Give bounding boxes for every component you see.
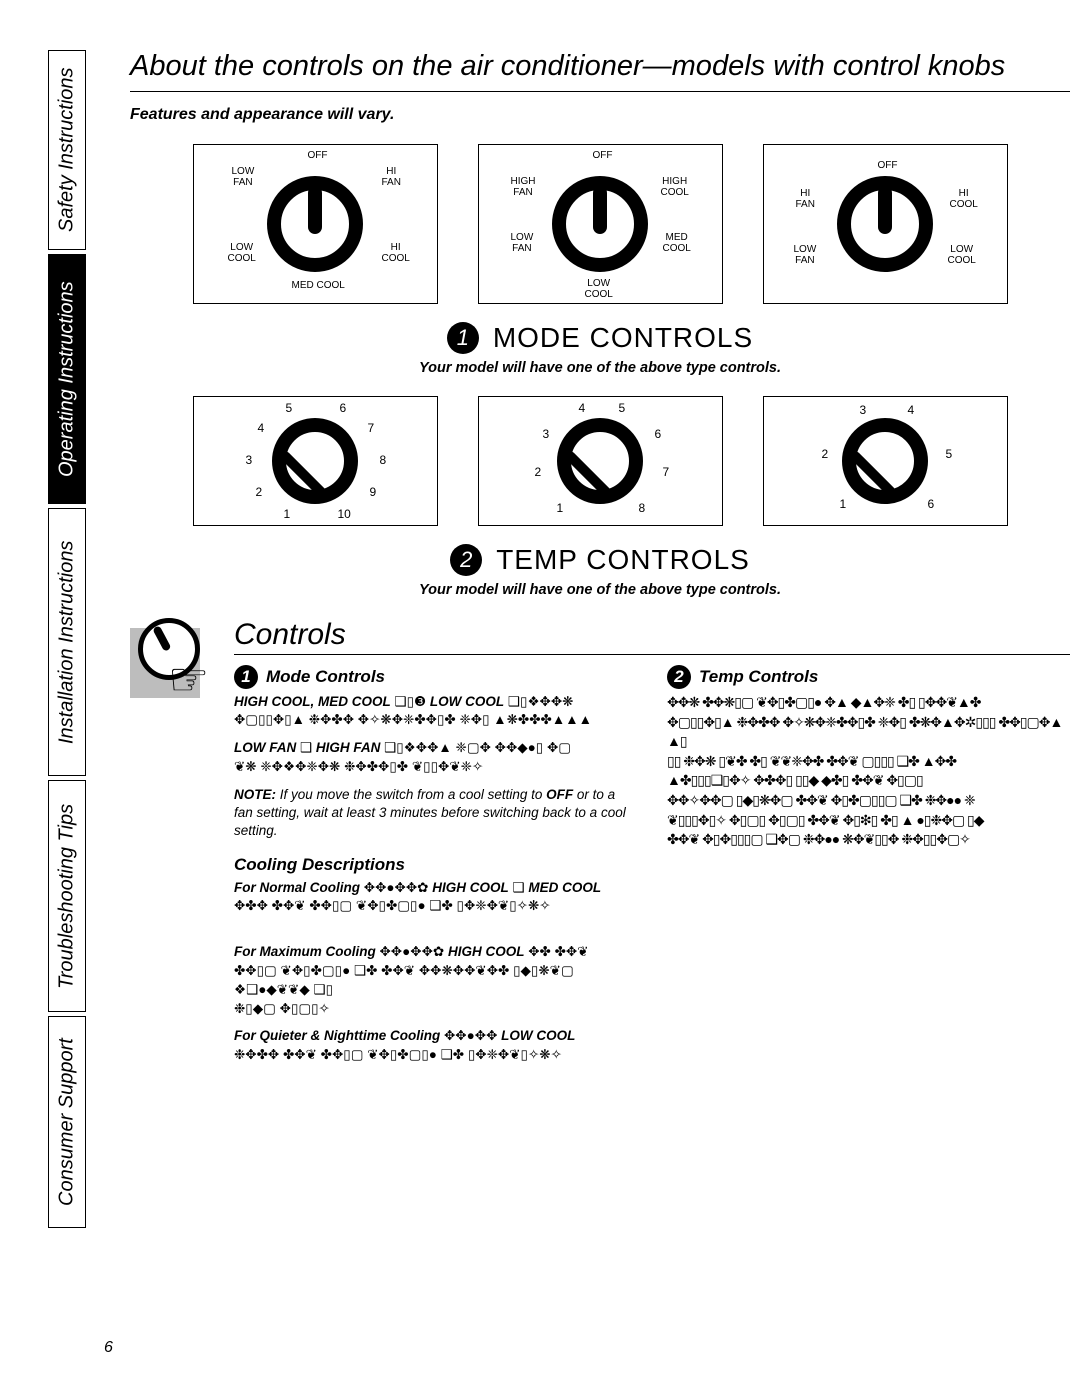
temp-number: 2 bbox=[535, 465, 542, 479]
temp-number: 3 bbox=[543, 427, 550, 441]
sidebar-tab-1[interactable]: Operating Instructions bbox=[48, 254, 86, 504]
mode-knob-row: OFFLOW FANHI FANLOW COOLHI COOLMED COOLO… bbox=[130, 144, 1070, 304]
cooling-head: Cooling Descriptions bbox=[234, 855, 637, 875]
col-temp: 2 Temp Controls ✥✥❋ ✤✥❋▯▢ ❦✥▯✤▢▯● ✥▲ ◆▲✥… bbox=[667, 665, 1070, 1073]
page-number: 6 bbox=[104, 1339, 113, 1357]
temp-knob-2[interactable]: 3 4 2 5 1 6 bbox=[763, 396, 1008, 526]
title-rule bbox=[130, 91, 1070, 92]
col1-badge: 1 bbox=[234, 665, 258, 689]
knob-label: MED COOL bbox=[663, 233, 691, 254]
desc-quiet: For Quieter & Nighttime Cooling ✥✥●✥✥ LO… bbox=[234, 1027, 637, 1065]
temp-number: 10 bbox=[338, 507, 351, 521]
knob-label: HI COOL bbox=[950, 189, 978, 210]
page-title: About the controls on the air conditione… bbox=[130, 50, 1070, 83]
sidebar-tab-3[interactable]: Troubleshooting Tips bbox=[48, 780, 86, 1012]
hand-icon: ☞ bbox=[168, 656, 209, 702]
knob-label: LOW FAN bbox=[232, 167, 255, 188]
temp-knob-0[interactable]: 5 6 4 7 3 8 2 9 1 10 bbox=[193, 396, 438, 526]
knob-label: HI FAN bbox=[382, 167, 401, 188]
temp-knob-row: 5 6 4 7 3 8 2 9 1 10 4 5 3 6 2 7 1 8 3 4 2 5 1 6 bbox=[130, 396, 1070, 526]
knob-label: LOW COOL bbox=[228, 243, 256, 264]
knob-label: HI COOL bbox=[382, 243, 410, 264]
col-mode: 1 Mode Controls HIGH COOL, MED COOL ❑▯❸ … bbox=[234, 665, 637, 1073]
mode-knob-2[interactable]: OFF HI FAN HI COOL LOW FAN LOW COOL bbox=[763, 144, 1008, 304]
temp-number: 5 bbox=[946, 447, 953, 461]
mode-knob-0[interactable]: OFF LOW FAN HI FAN LOW COOL HI COOL MED COOL bbox=[193, 144, 438, 304]
sidebar-tabs: Safety Instructions Operating Instruction… bbox=[48, 50, 86, 1340]
temp-number: 9 bbox=[370, 485, 377, 499]
col2-body: ✥✥❋ ✤✥❋▯▢ ❦✥▯✤▢▯● ✥▲ ◆▲✥❈ ✤▯ ▯✥✥❦▲✤ ✥▢▯▯… bbox=[667, 693, 1070, 850]
col1-title: Mode Controls bbox=[266, 667, 385, 687]
knob-label: LOW COOL bbox=[585, 279, 613, 300]
knob-label: MED COOL bbox=[292, 281, 345, 292]
knob-label: LOW COOL bbox=[948, 245, 976, 266]
temp-number: 3 bbox=[860, 403, 867, 417]
sidebar-tab-4[interactable]: Consumer Support bbox=[48, 1016, 86, 1228]
knob-label: HI FAN bbox=[796, 189, 815, 210]
knob-label: HIGH FAN bbox=[511, 177, 536, 198]
temp-number: 6 bbox=[340, 401, 347, 415]
temp-number: 8 bbox=[380, 453, 387, 467]
knob-label: LOW FAN bbox=[794, 245, 817, 266]
temp-knob-1[interactable]: 4 5 3 6 2 7 1 8 bbox=[478, 396, 723, 526]
temp-number: 5 bbox=[619, 401, 626, 415]
col2-badge: 2 bbox=[667, 665, 691, 689]
temp-number: 2 bbox=[822, 447, 829, 461]
temp-badge: 2 bbox=[450, 544, 482, 576]
sidebar-tab-2[interactable]: Installation Instructions bbox=[48, 508, 86, 776]
temp-number: 1 bbox=[284, 507, 291, 521]
sidebar-tab-0[interactable]: Safety Instructions bbox=[48, 50, 86, 250]
col1-note: NOTE: If you move the switch from a cool… bbox=[234, 786, 637, 841]
knob-label: HIGH COOL bbox=[661, 177, 689, 198]
col2-title: Temp Controls bbox=[699, 667, 818, 687]
temp-number: 2 bbox=[256, 485, 263, 499]
mode-title: MODE CONTROLS bbox=[493, 322, 753, 354]
temp-number: 4 bbox=[908, 403, 915, 417]
knob-label: LOW FAN bbox=[511, 233, 534, 254]
controls-heading: Controls bbox=[234, 618, 1070, 655]
temp-number: 4 bbox=[258, 421, 265, 435]
temp-number: 5 bbox=[286, 401, 293, 415]
controls-icon: ☞ bbox=[130, 618, 216, 704]
temp-number: 6 bbox=[928, 497, 935, 511]
temp-title: TEMP CONTROLS bbox=[496, 544, 750, 576]
col1-line1: HIGH COOL, MED COOL ❑▯❸ LOW COOL ❑▯❖✥✥❋ … bbox=[234, 693, 637, 729]
temp-number: 1 bbox=[840, 497, 847, 511]
mode-section-head: 1 MODE CONTROLS bbox=[130, 322, 1070, 354]
mode-note: Your model will have one of the above ty… bbox=[130, 360, 1070, 376]
mode-knob-1[interactable]: OFF HIGH FAN HIGH COOL LOW FAN MED COOL LOW C… bbox=[478, 144, 723, 304]
temp-number: 7 bbox=[368, 421, 375, 435]
mode-badge: 1 bbox=[447, 322, 479, 354]
temp-number: 1 bbox=[557, 501, 564, 515]
temp-number: 4 bbox=[579, 401, 586, 415]
temp-note: Your model will have one of the above ty… bbox=[130, 582, 1070, 598]
desc-normal: For Normal Cooling ✥✥●✥✥✿ HIGH COOL ❑ ME… bbox=[234, 879, 637, 917]
col1-line2: LOW FAN ❑ HIGH FAN ❑▯❖✥✥▲ ❈▢✥ ✥✥◆●▯ ✥▢ ❦… bbox=[234, 739, 637, 775]
subtitle: Features and appearance will vary. bbox=[130, 106, 1070, 124]
knob-label: OFF bbox=[308, 151, 328, 162]
desc-max: For Maximum Cooling ✥✥●✥✥✿ HIGH COOL ✥✤ … bbox=[234, 924, 637, 1018]
temp-number: 8 bbox=[639, 501, 646, 515]
temp-number: 6 bbox=[655, 427, 662, 441]
controls-block: ☞ Controls 1 Mode Controls HIGH COOL, ME… bbox=[130, 618, 1070, 1073]
knob-label: OFF bbox=[593, 151, 613, 162]
knob-label: OFF bbox=[878, 161, 898, 172]
temp-section-head: 2 TEMP CONTROLS bbox=[130, 544, 1070, 576]
temp-number: 3 bbox=[246, 453, 253, 467]
temp-number: 7 bbox=[663, 465, 670, 479]
